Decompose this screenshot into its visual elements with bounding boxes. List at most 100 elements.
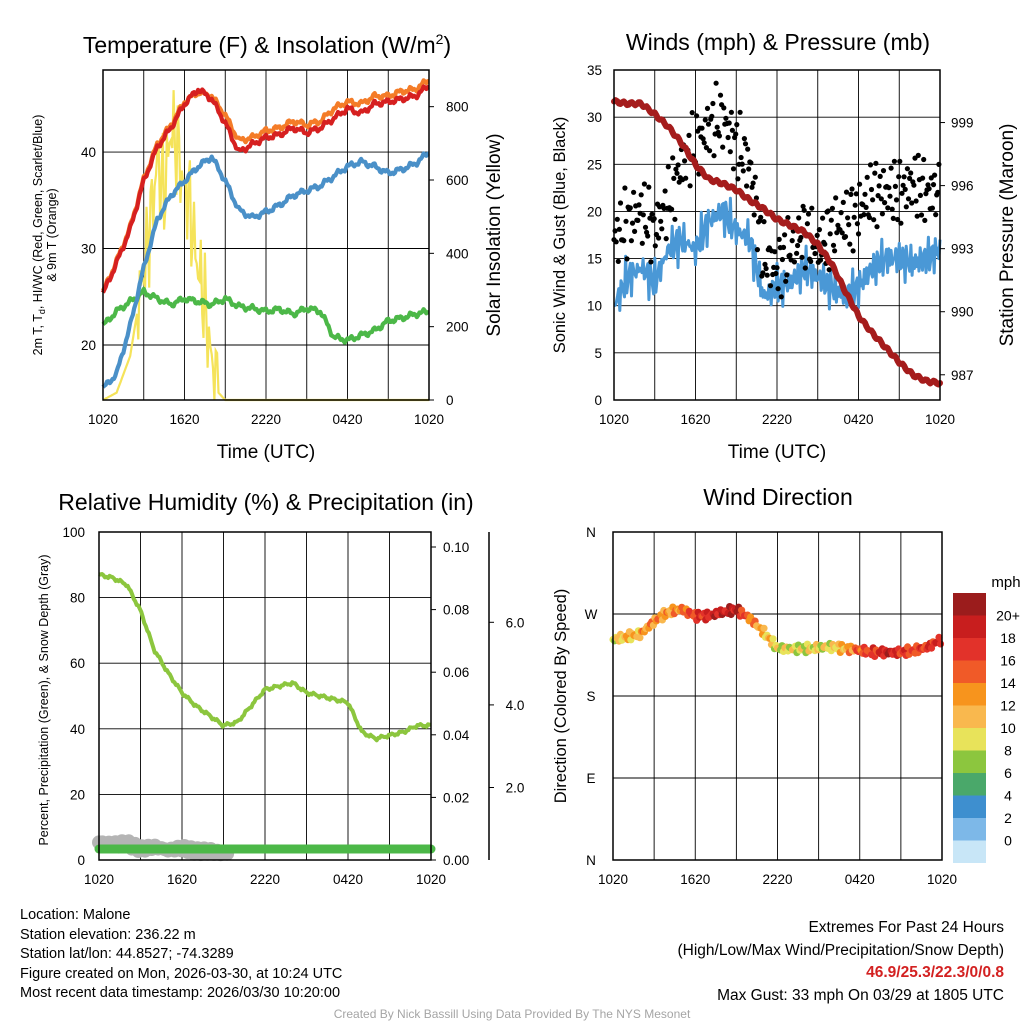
winds-plot-frame: [613, 69, 941, 401]
gust-dot: [758, 214, 764, 220]
gust-dot: [636, 202, 642, 208]
gust-dot: [893, 197, 900, 203]
gust-dot: [727, 149, 733, 155]
gust-dot: [735, 176, 741, 182]
temperature-xtick-label: 0420: [332, 412, 362, 427]
gust-dot: [707, 148, 713, 154]
gust-dot: [800, 203, 806, 209]
gust-dot: [911, 182, 917, 188]
wind-direction-ytick-label: N: [586, 525, 596, 540]
gust-dot: [683, 175, 689, 181]
gust-dot: [862, 191, 868, 197]
gust-dot: [887, 193, 893, 199]
gust-dot: [740, 168, 746, 174]
winds-xtick-label: 1620: [680, 412, 710, 427]
humidity-xtick-label: 1020: [84, 872, 114, 887]
gust-dot: [849, 186, 855, 192]
colorbar-label: 20+: [996, 608, 1020, 624]
gust-dot: [799, 254, 805, 260]
gust-dot: [868, 186, 875, 193]
temperature-9m-line: [101, 78, 430, 292]
gust-dot: [872, 170, 878, 176]
gust-dot: [772, 249, 778, 255]
gust-dot: [645, 233, 651, 239]
gust-dot: [773, 270, 779, 277]
max-gust: Max Gust: 33 mph On 03/29 at 1805 UTC: [717, 986, 1004, 1004]
gust-dot: [899, 190, 905, 196]
gust-dot: [789, 238, 795, 244]
gust-dot: [832, 248, 838, 254]
gust-dot: [673, 166, 679, 172]
gust-dot: [646, 184, 652, 190]
colorbar-label: 8: [1004, 743, 1012, 759]
gust-dot: [827, 231, 833, 237]
gust-dot: [635, 217, 641, 223]
gust-dot: [853, 191, 859, 197]
temperature-ylabel-line2: & 9m T (Orange): [45, 188, 59, 281]
gust-dot: [851, 214, 857, 220]
gust-dot: [779, 256, 786, 263]
temperature-plot-frame: [102, 69, 430, 401]
gust-dot: [613, 239, 619, 245]
colorbar-swatch: [953, 705, 986, 728]
gust-dot: [808, 258, 814, 264]
relative-humidity-line: [98, 572, 432, 743]
gust-dot: [878, 196, 884, 202]
station-latlon: Station lat/lon: 44.8527; -74.3289: [20, 946, 234, 962]
temperature-xtick-label: 1620: [169, 412, 199, 427]
gust-dot: [870, 197, 876, 203]
gust-dot: [641, 181, 648, 187]
temperature-panel: Temperature (F) & Insolation (W/m2) 20 30…: [31, 31, 505, 463]
humidity-ytick-label: 80: [70, 591, 85, 606]
gust-dot: [734, 122, 740, 128]
gust-dot: [675, 162, 681, 168]
gust-dot: [848, 191, 854, 197]
temperature-title: Temperature (F) & Insolation (W/m2): [83, 31, 451, 58]
colorbar-swatch: [953, 638, 986, 661]
gust-dot: [745, 146, 751, 152]
gust-dot: [898, 220, 904, 226]
gust-dot: [926, 186, 932, 192]
gust-dot: [809, 205, 815, 211]
colorbar-label: 14: [1000, 675, 1016, 691]
gust-dot: [871, 217, 877, 223]
colorbar-swatch: [953, 728, 986, 751]
winds-ytick-label: 0: [594, 393, 602, 408]
gust-dot: [796, 215, 802, 221]
gust-dot: [710, 100, 716, 107]
gust-dot: [825, 208, 831, 214]
gust-dot: [863, 204, 869, 210]
gust-dot: [852, 202, 858, 208]
gust-dot: [723, 115, 729, 121]
gust-dot: [886, 185, 892, 191]
gust-dot: [896, 174, 902, 180]
humidity-series: [92, 572, 436, 862]
winds-ytick-label: 10: [587, 299, 602, 314]
gust-dot: [764, 272, 770, 278]
precip-tick-label: 0.00: [443, 853, 469, 868]
station-info: Location: Malone Station elevation: 236.…: [20, 906, 342, 1004]
station-elevation: Station elevation: 236.22 m: [20, 926, 196, 943]
wind-direction-series: [609, 603, 945, 661]
gust-dot: [746, 166, 752, 172]
gust-dot: [702, 117, 708, 123]
gust-dot: [861, 212, 867, 218]
gust-dot: [914, 213, 920, 219]
colorbar-swatch: [953, 683, 986, 706]
winds-xtick-label: 2220: [762, 412, 792, 427]
gust-dot: [713, 80, 719, 86]
temperature-y2tick-label: 800: [446, 100, 469, 115]
gust-dot: [642, 224, 649, 230]
wind-direction-ylabel: Direction (Colored By Speed): [552, 589, 570, 804]
gust-dot: [929, 205, 936, 211]
gust-dot: [904, 166, 911, 172]
gust-dot: [651, 216, 657, 222]
speed-colorbar: 20+ 18 16 14 12 10 8 6 4 2 0: [953, 593, 1020, 863]
snow-depth-tick-label: 4.0: [506, 698, 525, 713]
wind-direction-xtick-label: 0420: [845, 872, 875, 887]
gust-dot: [628, 238, 635, 244]
colorbar-label: 12: [1000, 698, 1016, 714]
gust-dot: [850, 248, 856, 254]
gust-dot: [767, 283, 774, 289]
